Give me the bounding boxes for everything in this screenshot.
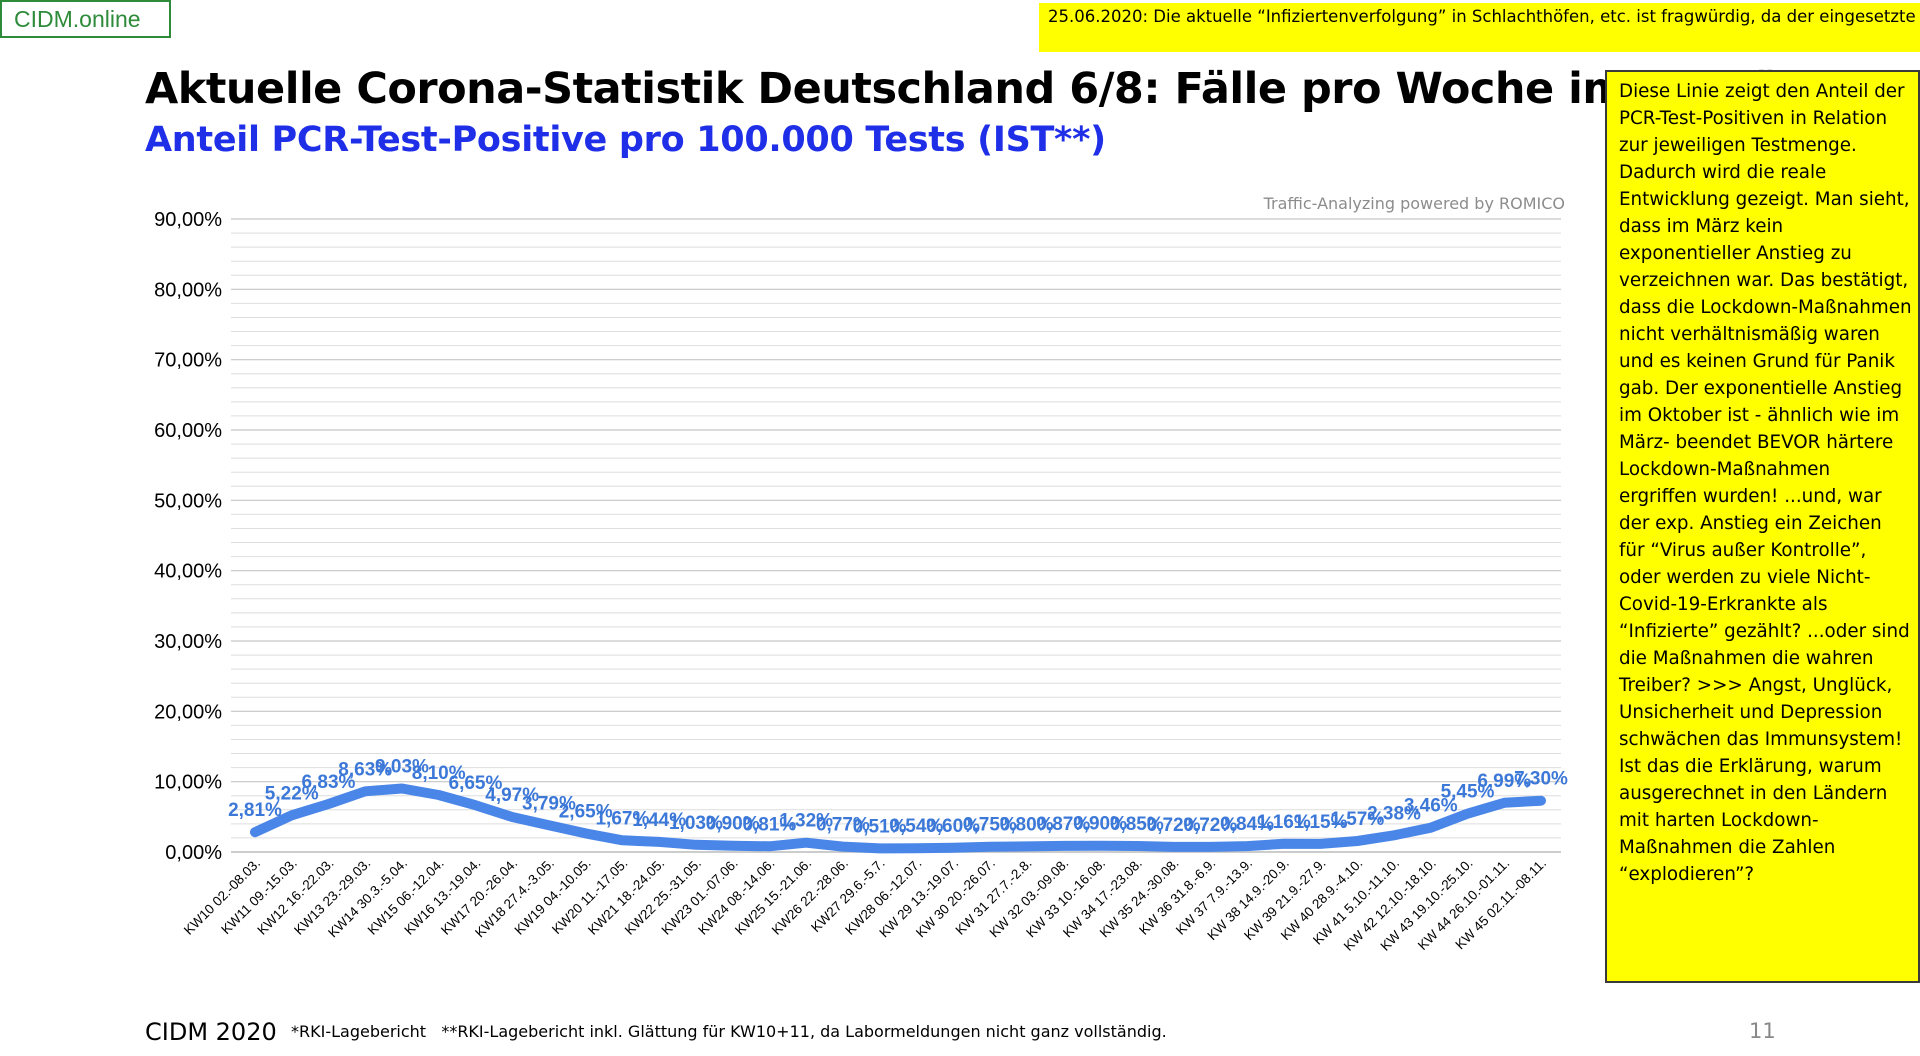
- data-label: 1,32%: [779, 811, 833, 832]
- y-tick-label: 90,00%: [154, 209, 222, 231]
- data-label: 1,57%: [1330, 809, 1384, 830]
- footer-brand: CIDM 2020: [145, 1018, 277, 1046]
- data-labels: 2,81%5,22%6,83%8,63%9,03%8,10%6,65%4,97%…: [228, 756, 1568, 837]
- data-label: 0,85%: [1110, 814, 1164, 835]
- watermark: Traffic-Analyzing powered by ROMICO: [1263, 194, 1565, 213]
- series-line: [250, 783, 1546, 854]
- data-label: 6,99%: [1477, 771, 1531, 792]
- data-label: 1,15%: [1294, 812, 1348, 833]
- data-label: 0,90%: [1073, 814, 1127, 835]
- data-label: 0,54%: [889, 816, 943, 837]
- series-line-group: [250, 783, 1546, 854]
- page-title: Aktuelle Corona-Statistik Deutschland 6/…: [145, 64, 1884, 114]
- data-label: 0,72%: [1183, 815, 1237, 836]
- y-tick-label: 80,00%: [154, 279, 222, 301]
- data-label: 0,87%: [1036, 814, 1090, 835]
- data-label: 6,83%: [302, 772, 356, 793]
- data-label: 1,44%: [632, 810, 686, 831]
- data-label: 2,81%: [228, 800, 282, 821]
- data-label: 0,90%: [706, 814, 760, 835]
- data-label: 0,75%: [963, 815, 1017, 836]
- notice-banner: 25.06.2020: Die aktuelle “Infiziertenver…: [1039, 3, 1920, 52]
- footer-note: *RKI-Lagebericht **RKI-Lagebericht inkl.…: [291, 1022, 1167, 1041]
- commentary-box: Diese Linie zeigt den Anteil der PCR-Tes…: [1605, 70, 1920, 983]
- y-tick-label: 70,00%: [154, 350, 222, 372]
- major-gridlines: [231, 218, 1561, 853]
- logo: CIDM.online: [0, 0, 171, 38]
- minor-gridlines: [231, 232, 1561, 839]
- data-label: 1,16%: [1257, 812, 1311, 833]
- data-label: 0,60%: [926, 816, 980, 837]
- data-label: 9,03%: [375, 756, 429, 777]
- data-label: 0,51%: [853, 816, 907, 837]
- data-label: 2,38%: [1367, 803, 1421, 824]
- data-label: 0,77%: [816, 815, 870, 836]
- y-tick-label: 50,00%: [154, 490, 222, 512]
- data-label: 3,79%: [522, 793, 576, 814]
- y-tick-label: 60,00%: [154, 420, 222, 442]
- y-tick-label: 40,00%: [154, 561, 222, 583]
- y-tick-label: 30,00%: [154, 631, 222, 653]
- data-label: 0,81%: [742, 814, 796, 835]
- data-label: 5,22%: [265, 783, 319, 804]
- data-label: 8,63%: [338, 759, 392, 780]
- data-label: 2,65%: [559, 801, 613, 822]
- data-label: 3,46%: [1404, 796, 1458, 817]
- page-subtitle: Anteil PCR-Test-Positive pro 100.000 Tes…: [145, 120, 1106, 160]
- data-label: 7,30%: [1514, 769, 1568, 790]
- data-label: 4,97%: [485, 785, 539, 806]
- y-tick-label: 0,00%: [165, 842, 222, 864]
- y-tick-label: 10,00%: [154, 772, 222, 794]
- data-label: 0,72%: [1147, 815, 1201, 836]
- data-label: 0,80%: [1000, 814, 1054, 835]
- y-axis-tick-labels: 0,00% 10,00% 20,00% 30,00% 40,00% 50,00% 60,00…: [154, 209, 222, 864]
- data-label: 1,03%: [669, 813, 723, 834]
- data-label: 8,10%: [412, 763, 466, 784]
- page-number: 11: [1749, 1019, 1776, 1043]
- y-tick-label: 20,00%: [154, 701, 222, 723]
- x-axis-tick-labels: KW10 02.-08.03.KW11 09.-15.03.KW12 16.-2…: [181, 856, 1549, 954]
- data-label: 5,45%: [1441, 782, 1495, 803]
- data-label: 1,67%: [595, 808, 649, 829]
- data-label: 0,84%: [1220, 814, 1274, 835]
- data-label: 6,65%: [449, 773, 503, 794]
